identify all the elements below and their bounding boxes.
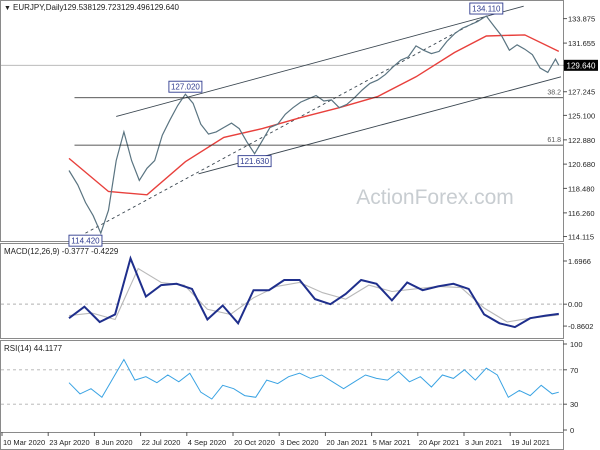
macd-panel: 1.6966 0.00 -0.8602 MACD(12,26,9) -0.3777 … xyxy=(1,247,593,331)
macd-y-tick-label: -0.8602 xyxy=(568,322,593,331)
rsi-header: RSI(14) 44.1177 xyxy=(4,344,63,353)
price-y-tick-label: 114.115 xyxy=(568,233,594,242)
last-price-text: 129.640 xyxy=(567,61,596,70)
price-panel-frame xyxy=(0,0,564,242)
rsi-line xyxy=(68,358,559,400)
price-y-tick-label: 122.880 xyxy=(568,136,595,145)
rsi-y-tick-label: 0 xyxy=(570,426,574,435)
x-axis: 10 Mar 2020 23 Apr 2020 8 Jun 2020 22 Jul 2… xyxy=(1,432,550,447)
rsi-gridlines xyxy=(1,369,563,405)
x-tick-label: 4 Sep 2020 xyxy=(188,438,226,447)
rsi-panel: 100 70 30 0 RSI(14) 44.1177 xyxy=(1,340,583,435)
header-open: 129.538 xyxy=(63,3,92,12)
level-label-box xyxy=(68,234,103,247)
level-label-box xyxy=(469,2,504,15)
x-tick-label: 19 Jul 2021 xyxy=(511,438,550,447)
x-tick-label: 23 Apr 2020 xyxy=(49,438,89,447)
price-y-tick-label: 120.680 xyxy=(568,160,595,169)
macd-header: MACD(12,26,9) -0.3777 -0.4229 xyxy=(4,247,119,256)
rsi-y-tick-label: 30 xyxy=(570,400,578,409)
header-arrow-icon: ▼ xyxy=(4,5,11,12)
level-label-text: 127.020 xyxy=(171,83,200,92)
x-tick-label: 10 Mar 2020 xyxy=(3,438,45,447)
header-close: 129.640 xyxy=(150,3,179,12)
last-price-label: 129.640 xyxy=(564,59,598,71)
header-symbol: EURJPY,Daily xyxy=(13,3,64,12)
x-tick-label: 20 Apr 2021 xyxy=(419,438,459,447)
x-tick-label: 20 Jan 2021 xyxy=(326,438,367,447)
price-y-axis-ticks: 133.875 131.655 127.245 125.100 122.880 120.6… xyxy=(563,15,595,242)
price-line xyxy=(68,15,560,235)
x-tick-label: 3 Dec 2020 xyxy=(280,438,318,447)
level-label-text: 134.110 xyxy=(472,5,501,14)
header-high: 129.723 xyxy=(92,3,121,12)
level-label-text: 114.420 xyxy=(71,237,100,246)
price-y-tick-label: 125.100 xyxy=(568,111,595,120)
price-header: ▼ EURJPY,Daily 129.538 129.723 129.496 1… xyxy=(4,3,179,12)
header-low: 129.496 xyxy=(121,3,150,12)
price-y-tick-label: 133.875 xyxy=(568,15,595,24)
rsi-y-tick-label: 100 xyxy=(570,340,583,349)
price-y-tick-label: 131.655 xyxy=(568,39,595,48)
macd-panel-frame xyxy=(0,243,564,339)
x-tick-label: 20 Oct 2020 xyxy=(234,438,275,447)
fibonacci-levels: 38.2 61.8 xyxy=(74,90,563,146)
level-label-text: 121.630 xyxy=(240,157,269,166)
macd-signal-line xyxy=(68,267,559,323)
price-level-labels: 114.420 127.020 121.630 134.110 xyxy=(68,2,504,247)
x-tick-label: 5 Mar 2021 xyxy=(373,438,411,447)
level-label-box xyxy=(168,80,203,93)
x-tick-label: 8 Jun 2020 xyxy=(95,438,132,447)
x-tick-label: 22 Jul 2020 xyxy=(142,438,181,447)
rsi-y-axis-ticks: 100 70 30 0 xyxy=(563,340,583,435)
x-tick-label: 3 Jun 2021 xyxy=(465,438,502,447)
macd-y-tick-label: 0.00 xyxy=(568,300,583,309)
last-price-background xyxy=(564,59,598,71)
price-y-tick-label: 116.260 xyxy=(568,209,595,218)
rsi-y-tick-label: 70 xyxy=(570,366,578,375)
moving-average-line xyxy=(68,34,560,196)
level-label-box xyxy=(237,155,272,168)
macd-line xyxy=(68,255,559,329)
macd-y-tick-label: 1.6966 xyxy=(568,257,591,266)
macd-y-axis-ticks: 1.6966 0.00 -0.8602 xyxy=(563,257,593,331)
watermark: ActionForex.com xyxy=(356,186,514,209)
price-panel: ActionForex.com 114.420 127.020 121.630 134… xyxy=(1,2,598,247)
fib-level-label: 38.2 xyxy=(547,90,561,97)
price-y-tick-label: 127.245 xyxy=(568,88,595,97)
fib-level-label: 61.8 xyxy=(547,137,561,144)
trendline-dashed xyxy=(85,15,487,234)
price-y-tick-label: 118.480 xyxy=(568,184,595,193)
